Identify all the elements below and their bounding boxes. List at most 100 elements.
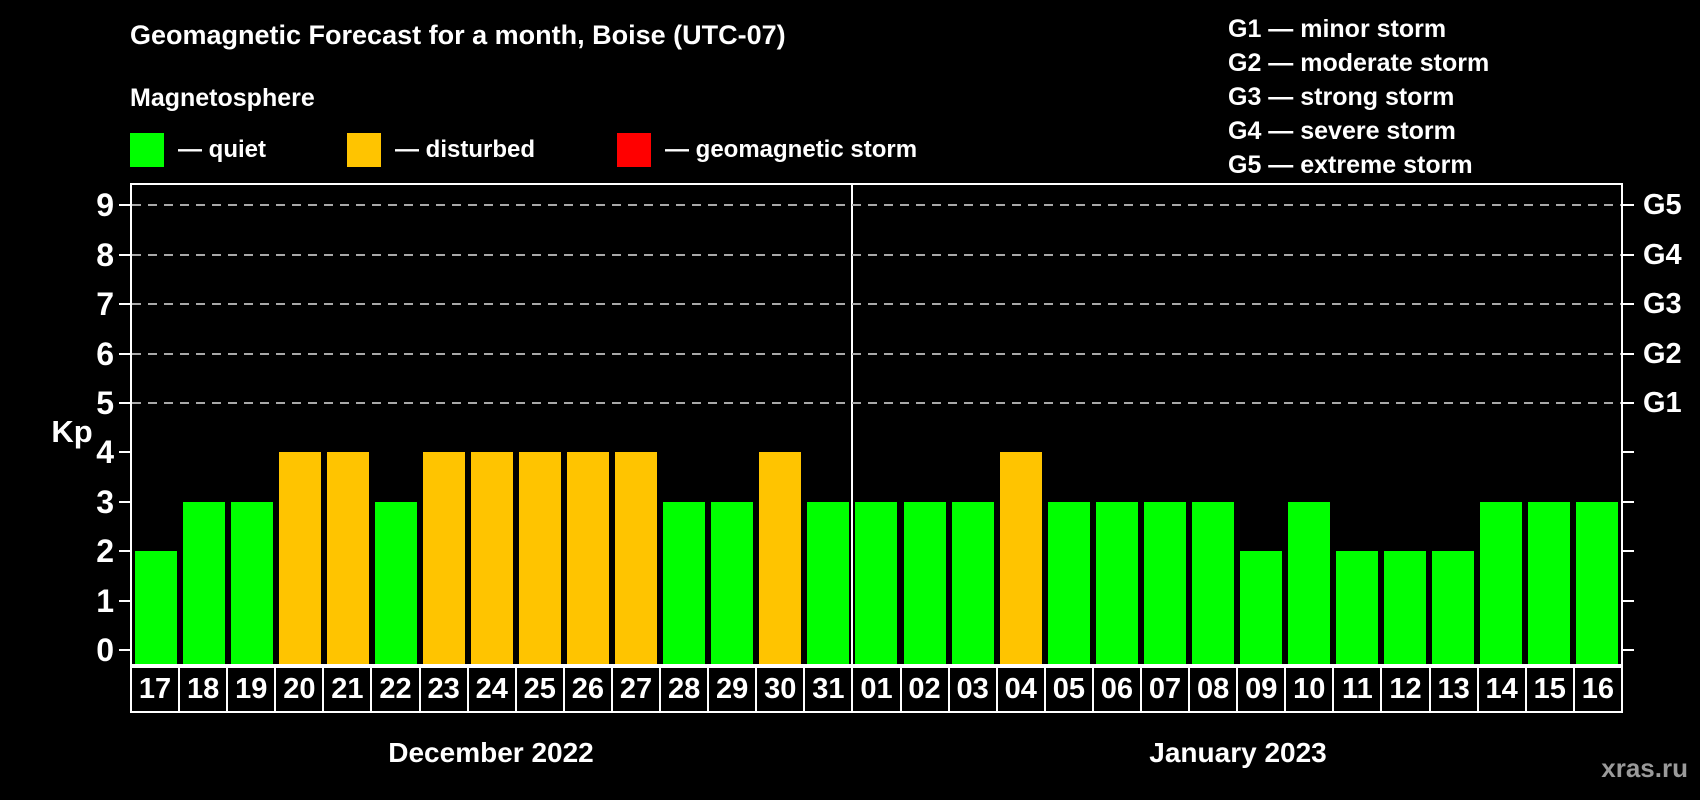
y-tick-label-7: 7 bbox=[96, 286, 114, 323]
bar-slot-01 bbox=[852, 185, 900, 664]
gridline-kp-8 bbox=[132, 253, 1621, 256]
right-axis-label-g5: G5 bbox=[1643, 189, 1682, 222]
bar-slot-18 bbox=[180, 185, 228, 664]
bar-day-13 bbox=[1431, 551, 1474, 664]
date-label-07: 07 bbox=[1142, 668, 1191, 711]
y-tick-label-0: 0 bbox=[96, 632, 114, 668]
legend-label-storm: — geomagnetic storm bbox=[665, 136, 918, 163]
storm-scale-legend-line-g1: G1 — minor storm bbox=[1228, 15, 1447, 43]
storm-scale-legend-line-g3: G3 — strong storm bbox=[1228, 83, 1455, 111]
bar-slot-29 bbox=[708, 185, 756, 664]
quiet-swatch-icon bbox=[130, 133, 164, 167]
bar-day-06 bbox=[1095, 502, 1138, 664]
month-label-january: January 2023 bbox=[1149, 737, 1327, 768]
y-tick-8 bbox=[119, 253, 131, 256]
bar-day-18 bbox=[183, 502, 226, 664]
date-label-13: 13 bbox=[1431, 668, 1479, 711]
y-tick-label-1: 1 bbox=[96, 582, 114, 619]
bar-slot-06 bbox=[1093, 185, 1141, 664]
bar-day-26 bbox=[567, 452, 610, 664]
bar-day-01 bbox=[855, 502, 898, 664]
bar-slot-04 bbox=[997, 185, 1045, 664]
date-label-12: 12 bbox=[1382, 668, 1431, 711]
bar-day-05 bbox=[1047, 502, 1090, 664]
bar-slot-05 bbox=[1045, 185, 1093, 664]
bar-day-31 bbox=[807, 502, 850, 664]
gridline-kp-6 bbox=[132, 352, 1621, 355]
date-label-08: 08 bbox=[1190, 668, 1239, 711]
y-tick-5 bbox=[119, 402, 131, 404]
bar-day-25 bbox=[519, 452, 562, 664]
right-tick-4 bbox=[1621, 451, 1634, 454]
storm-swatch-icon bbox=[617, 133, 651, 167]
bar-day-23 bbox=[423, 452, 466, 664]
right-tick-0 bbox=[1621, 649, 1634, 651]
date-label-19: 19 bbox=[228, 668, 277, 711]
y-tick-label-4: 4 bbox=[96, 434, 114, 471]
date-label-26: 26 bbox=[565, 668, 613, 711]
date-label-21: 21 bbox=[324, 668, 373, 711]
y-tick-label-5: 5 bbox=[96, 385, 114, 421]
date-label-01: 01 bbox=[853, 668, 902, 711]
month-label-december: December 2022 bbox=[388, 737, 594, 768]
bar-slot-09 bbox=[1237, 185, 1285, 664]
bar-slot-13 bbox=[1429, 185, 1477, 664]
bar-day-19 bbox=[231, 502, 274, 664]
bar-day-24 bbox=[471, 452, 514, 664]
y-tick-2 bbox=[119, 550, 131, 553]
right-tick-3 bbox=[1621, 500, 1634, 503]
right-axis-label-g2: G2 bbox=[1643, 337, 1682, 370]
right-axis-label-g4: G4 bbox=[1643, 238, 1682, 271]
date-label-09: 09 bbox=[1238, 668, 1287, 711]
bar-slot-16 bbox=[1573, 185, 1621, 664]
bar-slot-28 bbox=[660, 185, 708, 664]
y-tick-9 bbox=[119, 204, 131, 207]
legend-label-quiet: — quiet bbox=[178, 136, 266, 163]
bar-day-10 bbox=[1287, 502, 1330, 664]
bar-day-29 bbox=[711, 502, 754, 664]
bar-day-20 bbox=[279, 452, 322, 664]
gridline-kp-7 bbox=[132, 303, 1621, 306]
bar-slot-02 bbox=[901, 185, 949, 664]
month-separator-line bbox=[851, 185, 853, 664]
date-label-30: 30 bbox=[757, 668, 806, 711]
right-tick-5 bbox=[1621, 402, 1634, 404]
bar-slot-15 bbox=[1525, 185, 1573, 664]
right-tick-8 bbox=[1621, 253, 1634, 256]
bar-day-09 bbox=[1239, 551, 1282, 664]
date-label-22: 22 bbox=[372, 668, 421, 711]
date-label-17: 17 bbox=[132, 668, 181, 711]
bar-day-28 bbox=[663, 502, 706, 664]
bar-slot-17 bbox=[132, 185, 180, 664]
date-label-18: 18 bbox=[180, 668, 229, 711]
right-tick-7 bbox=[1621, 303, 1634, 306]
bar-slot-24 bbox=[468, 185, 516, 664]
watermark: xras.ru bbox=[1601, 753, 1688, 783]
bar-slot-21 bbox=[324, 185, 372, 664]
bar-day-07 bbox=[1143, 502, 1186, 664]
right-tick-6 bbox=[1621, 352, 1634, 355]
bar-slot-19 bbox=[228, 185, 276, 664]
bar-day-15 bbox=[1527, 502, 1570, 664]
bar-slot-26 bbox=[564, 185, 612, 664]
date-label-31: 31 bbox=[805, 668, 854, 711]
bar-day-12 bbox=[1383, 551, 1426, 664]
bar-slot-25 bbox=[516, 185, 564, 664]
storm-scale-legend-line-g5: G5 — extreme storm bbox=[1228, 151, 1473, 179]
gridline-kp-5 bbox=[132, 402, 1621, 404]
y-axis-title: Kp bbox=[51, 414, 93, 449]
bar-day-11 bbox=[1335, 551, 1378, 664]
page-title: Geomagnetic Forecast for a month, Boise … bbox=[130, 20, 786, 50]
bar-day-02 bbox=[903, 502, 946, 664]
bar-slot-22 bbox=[372, 185, 420, 664]
plot-area bbox=[130, 183, 1623, 666]
y-tick-4 bbox=[119, 451, 131, 454]
y-tick-label-2: 2 bbox=[96, 533, 114, 570]
y-tick-1 bbox=[119, 599, 131, 602]
y-tick-label-3: 3 bbox=[96, 483, 114, 520]
date-label-27: 27 bbox=[613, 668, 662, 711]
bar-day-14 bbox=[1479, 502, 1522, 664]
bar-day-27 bbox=[615, 452, 658, 664]
date-label-16: 16 bbox=[1581, 673, 1614, 705]
